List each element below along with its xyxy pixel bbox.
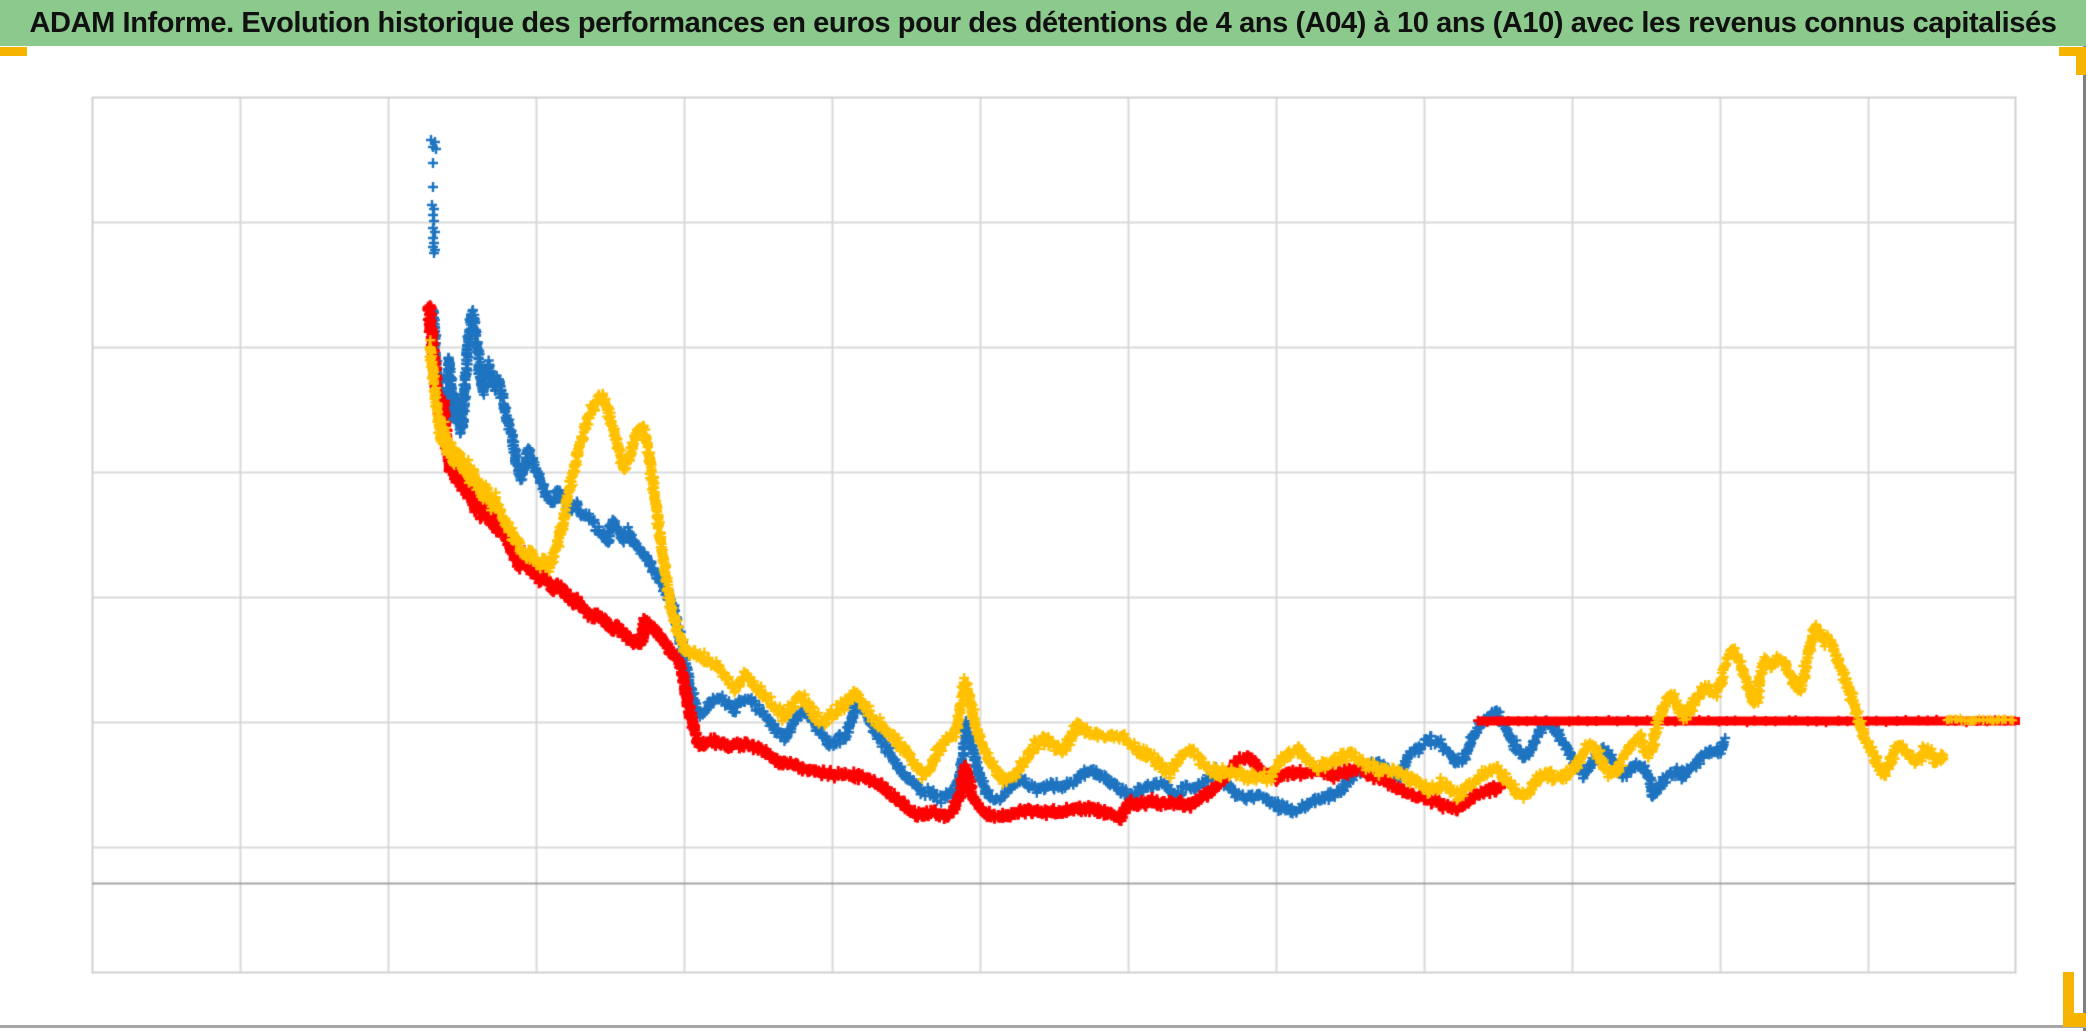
corner-accent-bottom-right-vertical xyxy=(2063,972,2074,1027)
right-edge-line xyxy=(2083,46,2086,1031)
corner-accent-bottom-right-horizontal xyxy=(2063,1013,2086,1027)
corner-accent-top-left xyxy=(0,47,27,56)
chart-title-bar: ADAM Informe. Evolution historique des p… xyxy=(0,0,2086,46)
bottom-edge-line xyxy=(0,1025,2086,1028)
corner-accent-top-right-vertical xyxy=(2076,47,2086,75)
chart-title: ADAM Informe. Evolution historique des p… xyxy=(29,6,2057,39)
corner-accent-top-right-horizontal xyxy=(2059,47,2086,56)
